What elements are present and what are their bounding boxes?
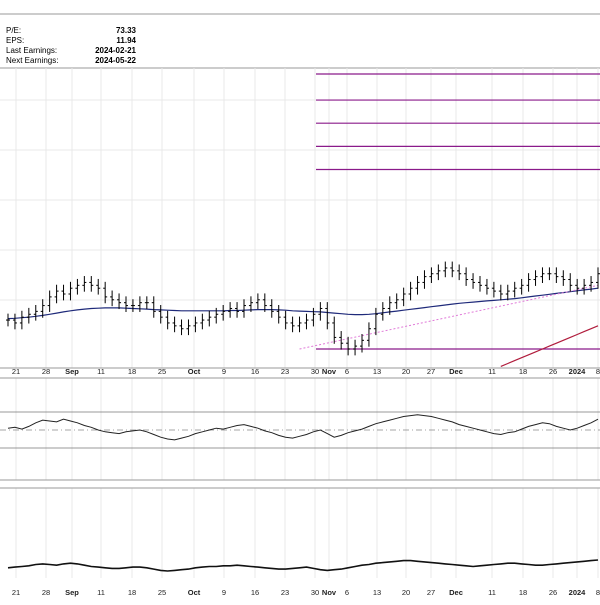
next-earnings-label: Next Earnings: <box>6 56 59 65</box>
x-tick-label-top: 28 <box>42 367 50 376</box>
x-tick-label-top: 6 <box>345 367 349 376</box>
fundamentals-panel: P/E: 73.33 EPS: 11.94 Last Earnings: 202… <box>6 26 136 66</box>
x-tick-label-bottom: 13 <box>373 588 381 597</box>
x-tick-label-top: 18 <box>519 367 527 376</box>
x-tick-label-top: 30 <box>311 367 319 376</box>
x-tick-label-top: 23 <box>281 367 289 376</box>
x-tick-label-bottom: Sep <box>65 588 79 597</box>
x-tick-label-bottom: 26 <box>549 588 557 597</box>
price-bars-layer <box>6 261 600 356</box>
next-earnings-value: 2024-05-22 <box>95 56 136 65</box>
x-tick-label-bottom: 11 <box>97 588 105 597</box>
horizontal-levels-layer <box>316 73 600 350</box>
x-tick-label-bottom: 16 <box>251 588 259 597</box>
x-tick-label-bottom: 18 <box>128 588 136 597</box>
eps-value: 11.94 <box>116 36 136 45</box>
x-tick-label-top: 26 <box>549 367 557 376</box>
ma-long-line <box>500 325 599 367</box>
x-tick-label-top: 25 <box>158 367 166 376</box>
x-tick-label-top: 8 <box>596 367 600 376</box>
x-tick-label-top: 13 <box>373 367 381 376</box>
x-tick-label-top: Sep <box>65 367 79 376</box>
ma-short-line <box>7 287 599 320</box>
x-tick-label-bottom: 20 <box>402 588 410 597</box>
x-tick-label-top: 2024 <box>569 367 587 376</box>
x-tick-label-bottom: 6 <box>345 588 349 597</box>
x-tick-label-top: 16 <box>251 367 259 376</box>
x-tick-label-top: 18 <box>128 367 136 376</box>
info-row-next-earnings: Next Earnings: 2024-05-22 <box>6 56 136 66</box>
x-axis-labels-layer: 21 21 28 28 Sep Sep 11 11 18 18 25 25 Oct Oct 9 9 16 16 23… <box>12 367 600 597</box>
info-row-pe: P/E: 73.33 <box>6 26 136 36</box>
x-tick-label-bottom: 30 <box>311 588 319 597</box>
x-tick-label-bottom: 23 <box>281 588 289 597</box>
x-tick-label-bottom: 21 <box>12 588 20 597</box>
eps-label: EPS: <box>6 36 25 45</box>
last-earnings-label: Last Earnings: <box>6 46 58 55</box>
x-tick-label-top: Oct <box>188 367 201 376</box>
x-tick-label-top: 11 <box>97 367 105 376</box>
x-tick-label-top: Dec <box>449 367 463 376</box>
bottom-indicator-panel <box>7 559 599 572</box>
pe-label: P/E: <box>6 26 22 35</box>
x-tick-label-bottom: Oct <box>188 588 201 597</box>
x-tick-label-top: 9 <box>222 367 226 376</box>
x-tick-label-bottom: Nov <box>322 588 337 597</box>
x-tick-label-bottom: 25 <box>158 588 166 597</box>
x-tick-label-bottom: 2024 <box>569 588 587 597</box>
bottom-indicator-line <box>7 559 599 572</box>
x-tick-label-top: 20 <box>402 367 410 376</box>
x-tick-label-bottom: 8 <box>596 588 600 597</box>
x-tick-label-bottom: 9 <box>222 588 226 597</box>
last-earnings-value: 2024-02-21 <box>95 46 136 55</box>
moving-averages-layer <box>7 284 599 367</box>
x-tick-label-top: 11 <box>488 367 496 376</box>
x-tick-label-bottom: 18 <box>519 588 527 597</box>
rsi-line <box>7 414 599 441</box>
x-tick-label-top: 21 <box>12 367 20 376</box>
trendline <box>299 284 599 350</box>
x-tick-label-bottom: Dec <box>449 588 463 597</box>
grid-layer <box>0 68 600 578</box>
pe-value: 73.33 <box>115 26 136 35</box>
info-row-last-earnings: Last Earnings: 2024-02-21 <box>6 46 136 56</box>
x-tick-label-bottom: 28 <box>42 588 50 597</box>
x-tick-label-top: Nov <box>322 367 337 376</box>
info-row-eps: EPS: 11.94 <box>6 36 136 46</box>
x-tick-label-bottom: 27 <box>427 588 435 597</box>
x-tick-label-bottom: 11 <box>488 588 496 597</box>
rsi-panel <box>0 411 600 449</box>
x-tick-label-top: 27 <box>427 367 435 376</box>
